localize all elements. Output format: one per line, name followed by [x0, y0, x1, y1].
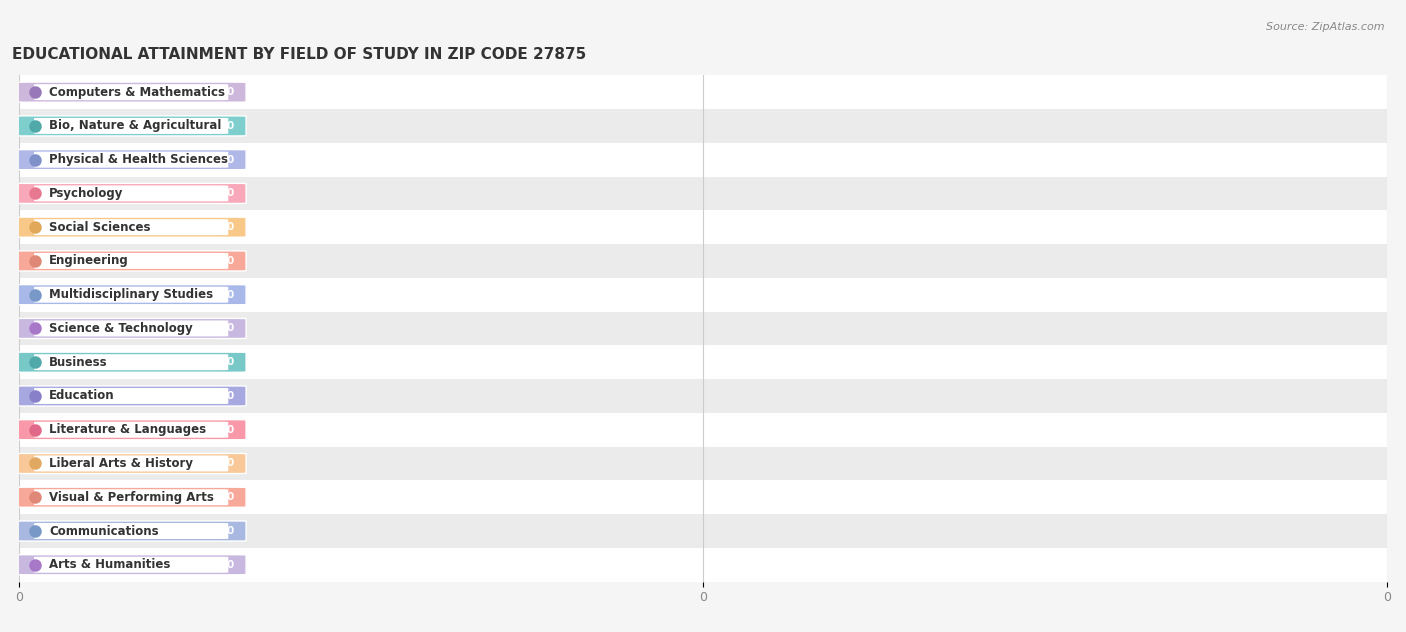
FancyBboxPatch shape	[13, 150, 246, 170]
Text: 0: 0	[226, 425, 233, 435]
Text: Computers & Mathematics: Computers & Mathematics	[49, 86, 225, 99]
Text: 0: 0	[226, 357, 233, 367]
FancyBboxPatch shape	[34, 557, 228, 573]
Text: Physical & Health Sciences: Physical & Health Sciences	[49, 153, 228, 166]
Text: Business: Business	[49, 356, 108, 368]
Text: 0: 0	[226, 121, 233, 131]
FancyBboxPatch shape	[34, 354, 228, 370]
Text: Communications: Communications	[49, 525, 159, 537]
Text: Multidisciplinary Studies: Multidisciplinary Studies	[49, 288, 214, 301]
FancyBboxPatch shape	[13, 453, 246, 473]
Bar	[20, 413, 1386, 447]
Text: Science & Technology: Science & Technology	[49, 322, 193, 335]
Text: 0: 0	[226, 391, 233, 401]
FancyBboxPatch shape	[34, 320, 228, 336]
Text: Visual & Performing Arts: Visual & Performing Arts	[49, 490, 214, 504]
Text: Bio, Nature & Agricultural: Bio, Nature & Agricultural	[49, 119, 222, 132]
FancyBboxPatch shape	[34, 422, 228, 438]
FancyBboxPatch shape	[34, 185, 228, 202]
FancyBboxPatch shape	[34, 456, 228, 471]
FancyBboxPatch shape	[13, 116, 246, 136]
FancyBboxPatch shape	[13, 319, 246, 339]
FancyBboxPatch shape	[34, 253, 228, 269]
Text: 0: 0	[226, 526, 233, 536]
Bar	[20, 312, 1386, 345]
Bar	[20, 176, 1386, 210]
Text: 0: 0	[226, 289, 233, 300]
FancyBboxPatch shape	[13, 386, 246, 406]
FancyBboxPatch shape	[34, 388, 228, 404]
FancyBboxPatch shape	[13, 251, 246, 271]
Text: Education: Education	[49, 389, 115, 403]
Text: 0: 0	[226, 256, 233, 266]
Text: 0: 0	[226, 188, 233, 198]
FancyBboxPatch shape	[34, 118, 228, 134]
Text: 0: 0	[226, 560, 233, 570]
Text: Arts & Humanities: Arts & Humanities	[49, 558, 170, 571]
Bar	[20, 345, 1386, 379]
FancyBboxPatch shape	[13, 284, 246, 305]
FancyBboxPatch shape	[13, 82, 246, 102]
FancyBboxPatch shape	[13, 183, 246, 204]
FancyBboxPatch shape	[13, 521, 246, 541]
Bar	[20, 480, 1386, 514]
FancyBboxPatch shape	[34, 152, 228, 167]
Bar	[20, 514, 1386, 548]
Bar	[20, 109, 1386, 143]
Bar	[20, 447, 1386, 480]
Bar	[20, 75, 1386, 109]
FancyBboxPatch shape	[34, 219, 228, 235]
FancyBboxPatch shape	[34, 84, 228, 100]
Text: Engineering: Engineering	[49, 255, 129, 267]
Bar	[20, 244, 1386, 278]
FancyBboxPatch shape	[13, 487, 246, 507]
Text: EDUCATIONAL ATTAINMENT BY FIELD OF STUDY IN ZIP CODE 27875: EDUCATIONAL ATTAINMENT BY FIELD OF STUDY…	[13, 47, 586, 61]
FancyBboxPatch shape	[13, 420, 246, 440]
FancyBboxPatch shape	[13, 217, 246, 237]
Bar	[20, 548, 1386, 581]
Bar	[20, 143, 1386, 176]
FancyBboxPatch shape	[34, 489, 228, 505]
FancyBboxPatch shape	[34, 523, 228, 539]
Bar	[20, 210, 1386, 244]
FancyBboxPatch shape	[13, 555, 246, 575]
FancyBboxPatch shape	[34, 287, 228, 303]
Text: Source: ZipAtlas.com: Source: ZipAtlas.com	[1267, 22, 1385, 32]
Text: Psychology: Psychology	[49, 187, 124, 200]
Text: Social Sciences: Social Sciences	[49, 221, 150, 234]
Text: 0: 0	[226, 324, 233, 334]
Text: Liberal Arts & History: Liberal Arts & History	[49, 457, 193, 470]
Text: 0: 0	[226, 458, 233, 468]
Text: Literature & Languages: Literature & Languages	[49, 423, 207, 436]
Bar	[20, 278, 1386, 312]
Text: 0: 0	[226, 87, 233, 97]
Text: 0: 0	[226, 155, 233, 165]
FancyBboxPatch shape	[13, 352, 246, 372]
Text: 0: 0	[226, 222, 233, 232]
Bar	[20, 379, 1386, 413]
Text: 0: 0	[226, 492, 233, 502]
